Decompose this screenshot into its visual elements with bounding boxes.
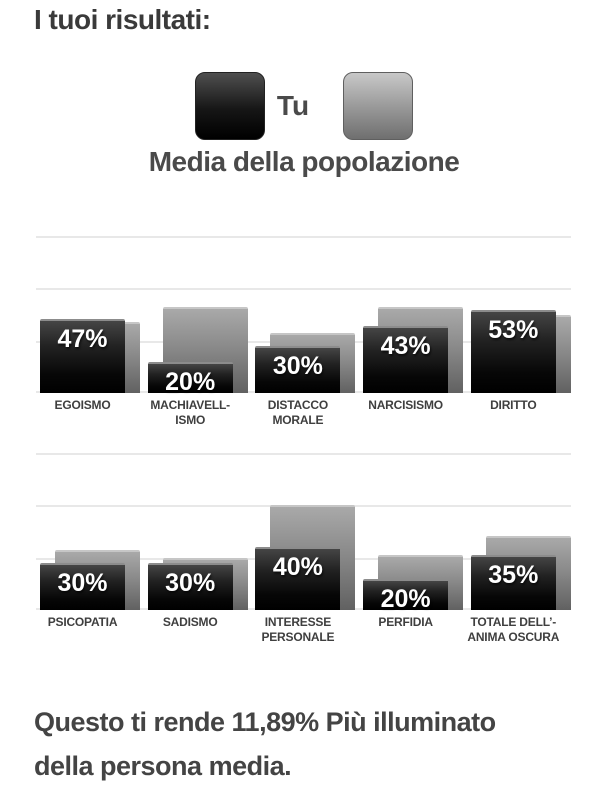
you-value-label: 47% [57, 325, 108, 354]
you-value-label: 30% [57, 568, 108, 597]
you-bar: 47% [40, 319, 125, 393]
category-label: EGOISMO [54, 398, 111, 412]
category-label: NARCISISMO [368, 398, 443, 412]
you-value-label: 53% [488, 315, 539, 344]
category-label: INTERESSE PERSONALE [261, 615, 335, 644]
you-value-label: 20% [380, 584, 431, 613]
category-label: PERFIDIA [378, 615, 433, 629]
gridline [36, 288, 571, 291]
page-title: I tuoi risultati: [34, 4, 211, 35]
bar-group-psicopatia: 30% PSICOPATIA [36, 453, 144, 629]
legend-you-label: Tu [276, 90, 310, 121]
legend: Tu [0, 72, 608, 140]
bar-group-totale-dell-anima-oscura: 35% TOTALE DELL’- ANIMA OSCURA [467, 453, 575, 644]
bar-group-machiavell-ismo: 20% MACHIAVELL- ISMO [144, 236, 252, 427]
summary-line-1: Questo ti rende 11,89% Più illuminato [34, 707, 496, 737]
you-bar: 40% [255, 547, 341, 610]
category-label: MACHIAVELL- ISMO [150, 398, 230, 427]
category-label: SADISMO [162, 615, 218, 629]
bar-group-egoismo: 47% EGOISMO [36, 236, 144, 412]
summary-line-2: della persona media. [34, 751, 292, 781]
bar-group-narcisismo: 43% NARCISISMO [359, 236, 467, 412]
you-value-label: 30% [165, 568, 216, 597]
bar-group-perfidia: 20% PERFIDIA [359, 453, 467, 629]
bar-group-sadismo: 30% SADISMO [144, 453, 252, 629]
legend-population-label: Media della popolazione [148, 146, 460, 177]
you-bar: 30% [147, 562, 233, 610]
you-bar: 53% [470, 309, 556, 393]
category-label: TOTALE DELL’- ANIMA OSCURA [467, 615, 560, 644]
you-value-label: 30% [272, 351, 323, 380]
you-value-label: 35% [488, 561, 539, 590]
you-bar: 30% [255, 345, 341, 393]
summary-text: Questo ti rende 11,89% Più illuminato de… [34, 700, 594, 788]
you-bar: 20% [363, 578, 449, 613]
you-value-label: 20% [165, 367, 216, 396]
gridline [36, 236, 571, 238]
category-label: PSICOPATIA [47, 615, 118, 629]
bar-group-distacco-morale: 30% DISTACCO MORALE [251, 236, 359, 427]
population-swatch-icon [343, 72, 414, 140]
chart-row-1: 47% EGOISMO 20% MACHIAVELL- ISMO 30% DISTACCO M… [36, 236, 571, 427]
you-swatch-icon [194, 72, 265, 140]
category-label: DIRITTO [490, 398, 537, 412]
you-bar: 35% [470, 555, 556, 610]
you-value-label: 40% [272, 553, 323, 582]
you-bar: 20% [147, 361, 233, 396]
category-label: DISTACCO MORALE [267, 398, 328, 427]
you-bar: 30% [40, 562, 125, 610]
bar-group-interesse-personale: 40% INTERESSE PERSONALE [251, 453, 359, 644]
bar-group-diritto: 53% DIRITTO [467, 236, 575, 412]
gridline [36, 453, 571, 455]
chart-row-2: 30% PSICOPATIA 30% SADISMO 40% INTERESSE PERSO… [36, 453, 571, 644]
you-value-label: 43% [380, 331, 431, 360]
you-bar: 43% [363, 325, 449, 393]
